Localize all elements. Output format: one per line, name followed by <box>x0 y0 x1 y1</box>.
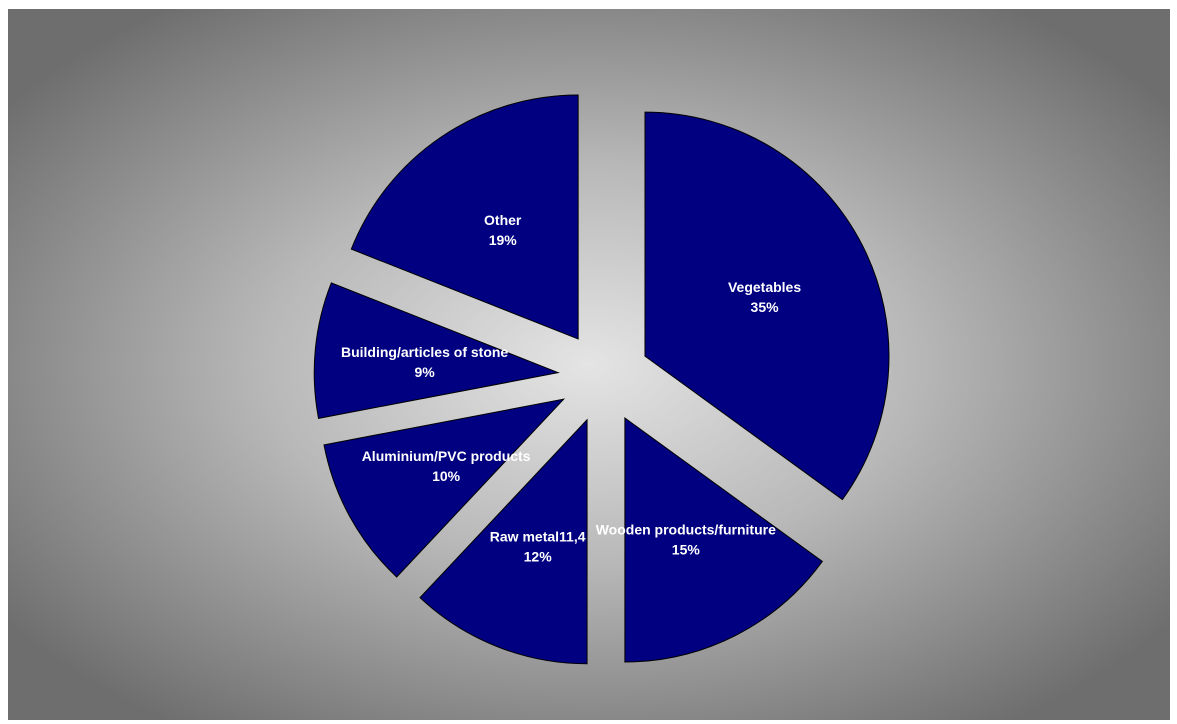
slice-value-raw-metal11-4: 12% <box>524 549 553 565</box>
slices-layer <box>313 94 890 665</box>
slice-label-wooden-products-furniture: Wooden products/furniture <box>596 522 776 538</box>
slice-value-vegetables: 35% <box>751 299 780 315</box>
pie-slice-other <box>350 94 579 340</box>
slice-value-aluminium-pvc-products: 10% <box>432 468 461 484</box>
pie-slice-wooden-products-furniture <box>624 417 823 663</box>
slice-value-building-articles-of-stone: 9% <box>414 364 435 380</box>
pie-slice-aluminium-pvc-products <box>323 398 566 578</box>
slice-value-other: 19% <box>489 232 518 248</box>
plot-background <box>8 9 1170 720</box>
slice-label-raw-metal11-4: Raw metal11,4 <box>490 529 586 545</box>
chart-frame: Vegetables 35% Wooden products/furniture 15… <box>8 9 1170 720</box>
pie-slice-raw-metal11-4 <box>419 418 588 665</box>
slice-label-aluminium-pvc-products: Aluminium/PVC products <box>362 448 531 464</box>
slice-value-wooden-products-furniture: 15% <box>672 542 701 558</box>
pie-slice-building-articles-of-stone <box>313 282 560 419</box>
pie-slice-vegetables <box>644 111 890 501</box>
slice-label-vegetables: Vegetables <box>728 279 801 295</box>
labels-layer: Vegetables 35% Wooden products/furniture 15… <box>341 212 801 565</box>
slice-label-other: Other <box>484 212 522 228</box>
pie-chart: Vegetables 35% Wooden products/furniture 15… <box>8 9 1170 720</box>
slice-label-building-articles-of-stone: Building/articles of stone <box>341 344 508 360</box>
